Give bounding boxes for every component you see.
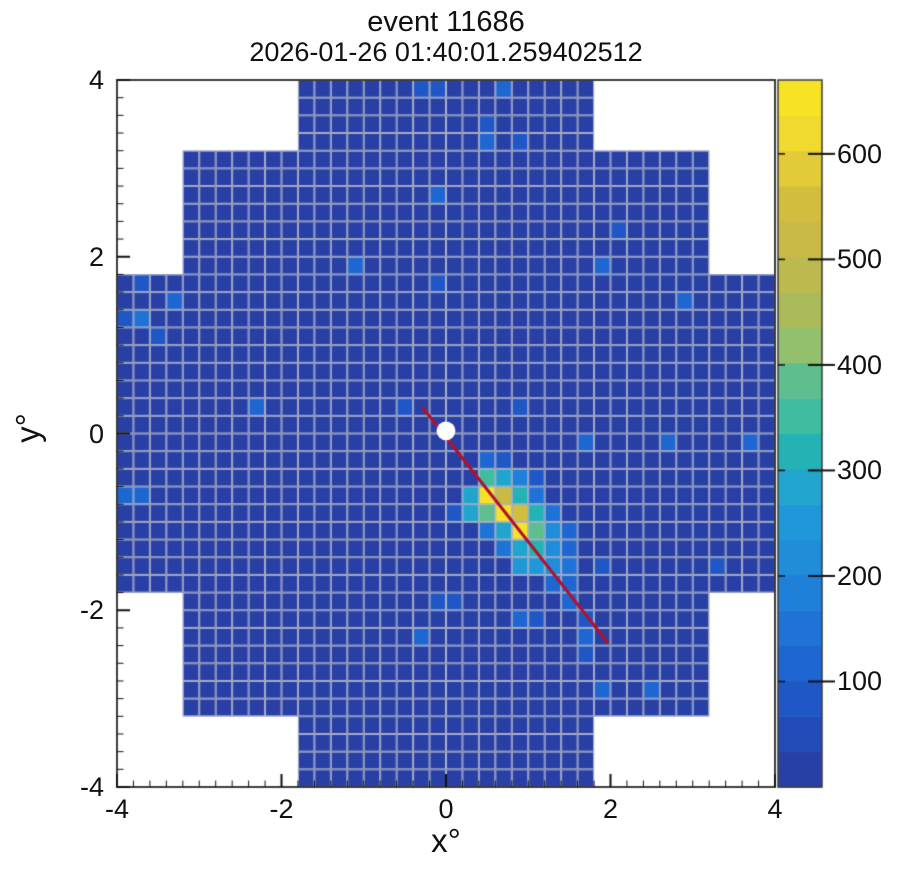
colorbar-tick-label: 300: [837, 455, 883, 486]
y-tick-label: 0: [88, 418, 104, 449]
colorbar-tick-label: 100: [837, 666, 883, 697]
y-tick-label: -2: [79, 595, 104, 626]
x-tick-label: 2: [602, 794, 619, 824]
x-tick-label: 4: [767, 794, 783, 824]
figure-timestamp: 2026-01-26 01:40:01.259402512: [249, 37, 643, 67]
colorbar-tick-label: 200: [837, 560, 883, 591]
y-tick-label: 2: [88, 241, 104, 272]
x-tick-label: 0: [438, 794, 454, 824]
x-tick-label: -2: [269, 794, 294, 824]
y-tick-label: -4: [79, 772, 104, 802]
x-axis-label: x°: [431, 822, 461, 859]
x-tick-label: -4: [104, 794, 129, 824]
y-tick-label: 4: [88, 65, 104, 95]
figure-title: event 11686: [367, 6, 525, 38]
colorbar-tick-label: 400: [837, 349, 883, 380]
colorbar-tick-label: 500: [837, 244, 883, 275]
colorbar-tick-label: 600: [837, 138, 883, 169]
